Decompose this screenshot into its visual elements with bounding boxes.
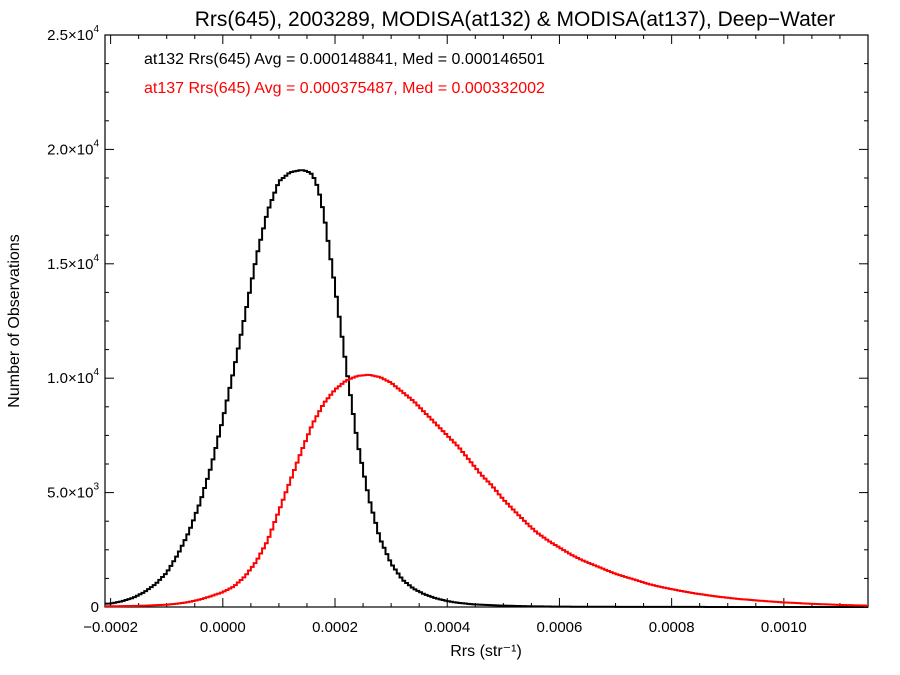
x-tick-label: 0.0010 [761, 619, 807, 636]
x-axis: −0.0002 0.0000 0.0002 0.0004 0.0006 0.0008 0.0… [83, 35, 869, 636]
x-tick-label: 0.0000 [200, 619, 246, 636]
y-axis: 0 5.0×103 1.0×104 1.5×104 2.0×104 2.5×104 [47, 24, 868, 616]
y-tick-label: 2.0×104 [47, 138, 99, 158]
x-tick-label: 0.0002 [312, 619, 358, 636]
x-tick-label: 0.0008 [649, 619, 695, 636]
y-tick-label: 2.5×104 [47, 24, 99, 44]
y-tick-label: 0 [91, 599, 99, 616]
y-tick-label: 5.0×103 [47, 482, 99, 502]
x-tick-label: 0.0006 [536, 619, 582, 636]
plot-frame [104, 34, 869, 608]
chart-title: Rrs(645), 2003289, MODISA(at132) & MODIS… [195, 8, 836, 31]
series-line-at132 [105, 169, 868, 608]
y-tick-label: 1.0×104 [47, 367, 99, 387]
x-tick-label: 0.0004 [424, 619, 470, 636]
legend-entry-at132: at132 Rrs(645) Avg = 0.000148841, Med = … [144, 51, 545, 68]
series-line-at137 [105, 373, 868, 608]
legend-entry-at137: at137 Rrs(645) Avg = 0.000375487, Med = … [144, 80, 545, 97]
y-axis-label: Number of Observations [6, 234, 23, 407]
series-layer [105, 169, 868, 608]
x-axis-label: Rrs (str⁻¹) [450, 643, 522, 660]
x-tick-label: −0.0002 [83, 619, 138, 636]
y-tick-label: 1.5×104 [47, 253, 99, 273]
